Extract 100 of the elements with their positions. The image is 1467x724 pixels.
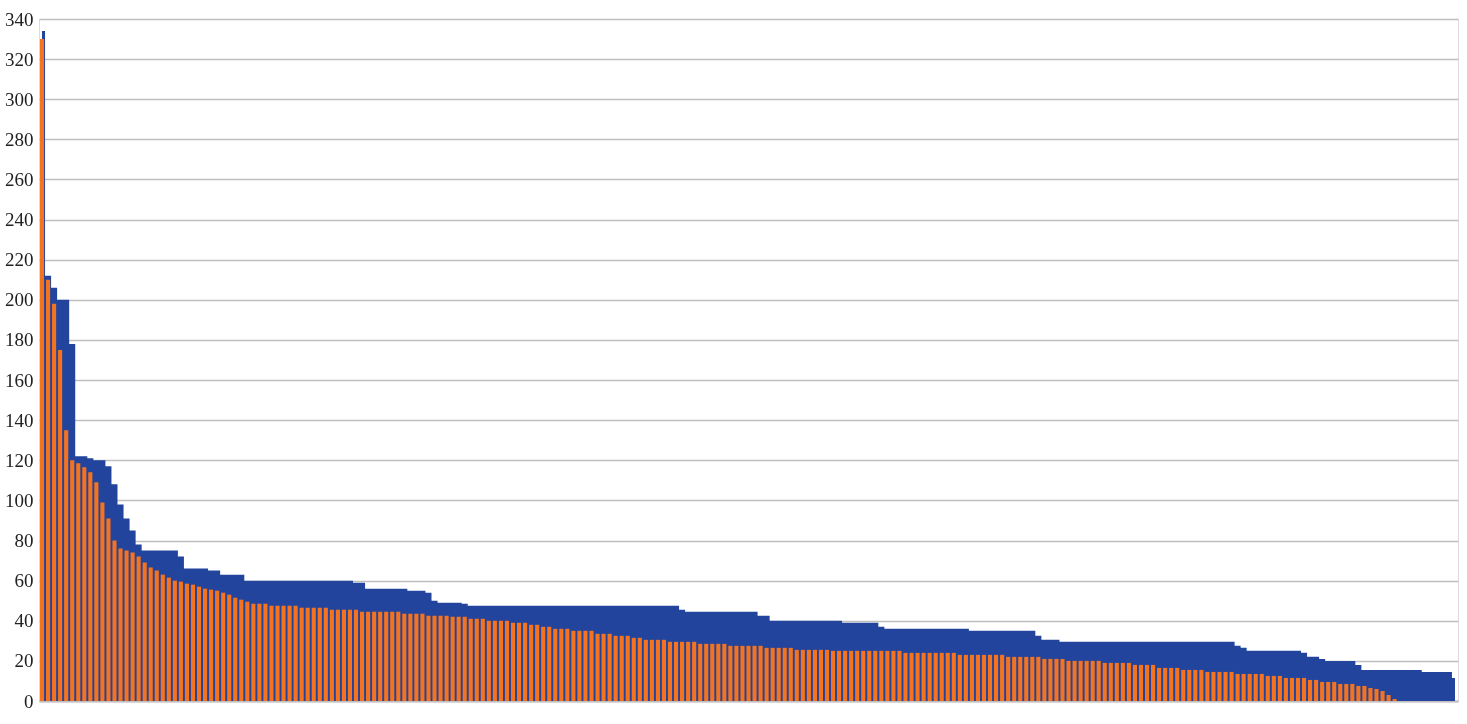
bar	[1132, 664, 1137, 701]
bar	[673, 641, 679, 701]
bar	[559, 628, 564, 701]
bar	[360, 611, 365, 701]
y-tick-label: 60	[14, 570, 34, 592]
bar	[172, 580, 177, 701]
bar	[1078, 660, 1083, 701]
bar	[154, 570, 159, 701]
bar	[577, 630, 582, 701]
bar	[1295, 677, 1301, 701]
bar	[1120, 662, 1125, 701]
bar	[1181, 669, 1186, 701]
bar	[1157, 667, 1162, 701]
bar	[1187, 669, 1192, 701]
bar	[1241, 673, 1246, 701]
bar	[613, 635, 618, 701]
bar	[1271, 675, 1276, 701]
bar	[1356, 685, 1361, 701]
bar	[444, 615, 449, 701]
bar	[1314, 679, 1319, 701]
bar	[716, 643, 721, 701]
bar	[366, 611, 371, 701]
bar	[480, 618, 485, 701]
bar	[1090, 660, 1095, 701]
bar	[378, 611, 383, 701]
bar	[1193, 669, 1198, 701]
bar	[535, 624, 540, 701]
bar	[1277, 675, 1282, 701]
bar	[317, 607, 322, 701]
bar	[414, 613, 419, 701]
bar	[142, 562, 147, 701]
y-tick-label: 100	[5, 489, 34, 511]
bar	[160, 574, 165, 701]
bar	[631, 637, 636, 701]
bar	[1138, 664, 1144, 701]
bar	[1163, 667, 1168, 701]
bar	[420, 613, 425, 701]
bar	[347, 609, 353, 701]
bar	[474, 618, 479, 701]
bar	[824, 649, 830, 701]
bar	[341, 609, 346, 701]
bar	[667, 641, 673, 701]
bar	[287, 605, 292, 701]
bar	[1265, 675, 1270, 701]
bar	[547, 626, 552, 701]
bar	[1235, 673, 1240, 701]
bar	[861, 650, 866, 701]
bar	[408, 613, 413, 701]
bar	[1108, 662, 1113, 701]
bar	[1205, 671, 1210, 701]
bar	[305, 607, 310, 701]
bar	[987, 654, 993, 701]
y-tick-label: 220	[5, 249, 34, 271]
bar	[353, 609, 359, 701]
bar	[311, 607, 316, 701]
bar	[1283, 677, 1288, 701]
bar	[396, 611, 401, 701]
bar	[100, 502, 105, 701]
bar	[1012, 656, 1017, 701]
bar	[1151, 664, 1156, 701]
bar	[209, 589, 214, 701]
bar	[607, 633, 612, 701]
bar	[601, 633, 606, 701]
bar	[981, 654, 987, 701]
bar	[124, 550, 129, 701]
bar	[571, 630, 576, 701]
bar	[921, 652, 926, 701]
bar	[329, 609, 334, 701]
bar	[1000, 654, 1005, 701]
bar	[1301, 677, 1307, 701]
bar	[263, 603, 268, 701]
bar	[806, 649, 811, 701]
bar	[390, 611, 395, 701]
bar	[764, 647, 769, 701]
bar	[649, 639, 654, 701]
bar	[915, 652, 920, 701]
bar	[933, 652, 938, 701]
bar	[190, 584, 196, 701]
bar	[692, 641, 697, 701]
bar	[879, 650, 884, 701]
bar	[734, 645, 739, 701]
bar	[1350, 683, 1355, 701]
bar	[873, 650, 878, 701]
bar	[450, 616, 455, 701]
y-tick-label: 140	[5, 409, 34, 431]
bar	[776, 647, 781, 701]
bar	[516, 622, 522, 701]
bar	[867, 650, 872, 701]
bar	[1259, 673, 1264, 701]
bar	[523, 622, 528, 701]
bar	[245, 601, 250, 701]
bar	[402, 613, 407, 701]
bar	[800, 649, 805, 701]
bar	[1308, 679, 1313, 701]
bar	[818, 649, 824, 701]
bar	[64, 430, 69, 701]
bar	[945, 652, 950, 701]
bar	[541, 626, 546, 701]
bar	[770, 647, 775, 701]
bar	[1344, 683, 1349, 701]
